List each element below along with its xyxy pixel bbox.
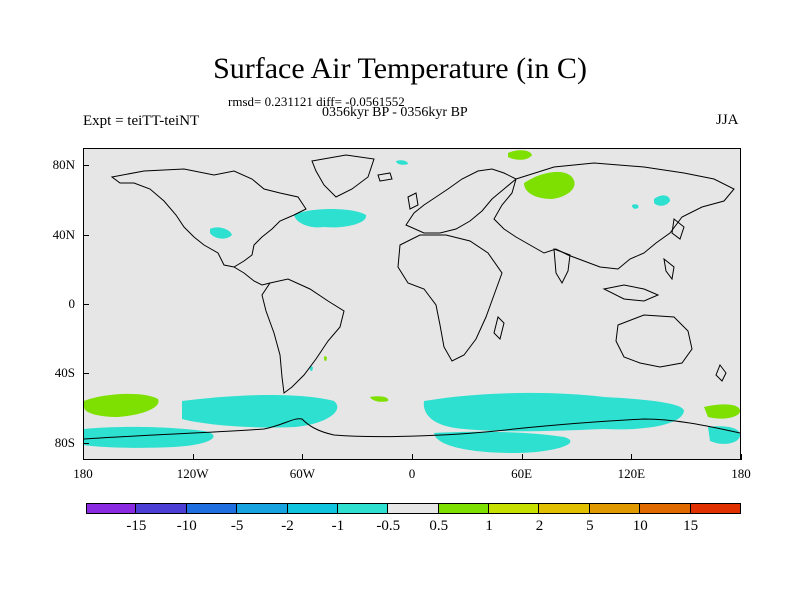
colorbar-label: 2 [535, 518, 544, 534]
lat-tick-label: 40S [54, 365, 75, 381]
stats-line: rmsd= 0.231121 diff= -0.0561552 [228, 94, 405, 109]
anomaly-fill-warm [84, 150, 740, 419]
colorbar-swatch [438, 503, 490, 514]
lon-tick [631, 454, 633, 460]
colorbar-swatch [86, 503, 137, 514]
lon-tick-label: 120E [617, 466, 646, 481]
chart-title: Surface Air Temperature (in C) [213, 52, 587, 85]
colorbar-swatch [388, 503, 439, 514]
coastlines [84, 154, 740, 440]
colorbar-label: 1 [485, 518, 493, 534]
lon-tick-label: 60E [511, 466, 533, 481]
lat-tick [83, 234, 89, 236]
colorbar-swatch [589, 503, 641, 514]
experiment-label: Expt = teiTT-teiNT [83, 113, 200, 129]
colorbar-label: -1 [331, 518, 345, 534]
lat-tick-label: 80N [52, 157, 75, 173]
lon-tick [192, 454, 194, 460]
colorbar-frame [86, 503, 741, 514]
colorbar-label: -10 [176, 518, 197, 534]
lon-tick [412, 454, 413, 460]
lon-tick [741, 454, 742, 460]
lon-tick-label: 60W [289, 466, 315, 481]
lat-tick [83, 304, 89, 305]
lon-tick [521, 454, 523, 460]
lon-tick-label: 180 [731, 466, 751, 481]
colorbar-label: -5 [230, 518, 244, 534]
period-line: 0356kyr BP - 0356kyr BP [322, 105, 468, 120]
colorbar-label: 15 [683, 518, 699, 534]
colorbar-swatch [489, 503, 540, 514]
colorbar-label: -15 [126, 518, 147, 534]
lon-tick-label: 180 [73, 466, 93, 481]
anomaly-fill-cool [84, 160, 740, 453]
lat-tick-label: 0 [68, 296, 76, 311]
map-panel [83, 148, 741, 460]
colorbar-swatch [337, 503, 389, 514]
lat-tick [83, 165, 89, 167]
colorbar-label: 0.5 [429, 518, 449, 534]
lat-tick [83, 442, 89, 444]
colorbar [86, 503, 741, 514]
colorbar-label: -2 [281, 518, 294, 534]
colorbar-swatch [136, 503, 187, 514]
colorbar-swatch [539, 503, 590, 514]
colorbar-label: 5 [586, 518, 594, 534]
colorbar-swatch [640, 503, 691, 514]
lat-tick [83, 373, 89, 375]
lat-tick-label: 80S [54, 434, 75, 450]
colorbar-label: -0.5 [376, 518, 401, 534]
lon-tick-label: 120W [176, 466, 209, 481]
colorbar-swatch [186, 503, 238, 514]
lon-tick [83, 454, 84, 460]
lon-tick-label: 0 [408, 466, 416, 481]
lon-tick [302, 454, 304, 460]
colorbar-swatch [287, 503, 338, 514]
colorbar-label: 10 [632, 518, 648, 534]
lat-tick-label: 40N [52, 226, 75, 242]
colorbar-swatch [237, 503, 288, 514]
map-drawing [84, 150, 740, 453]
season-label: JJA [716, 112, 739, 128]
